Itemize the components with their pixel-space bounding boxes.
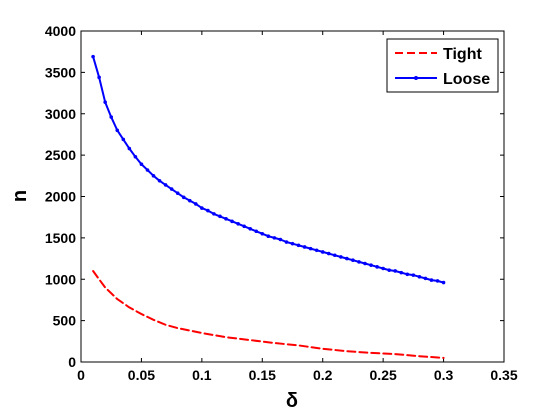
x-axis-title: δ: [286, 390, 298, 412]
y-axis-title: n: [9, 190, 31, 202]
x-tick-labels: 0 0.05 0.1 0.15 0.2 0.25 0.3 0.35: [77, 367, 518, 383]
data-point-loose: [351, 258, 355, 263]
data-point-loose: [363, 261, 367, 266]
data-point-loose: [308, 246, 313, 251]
data-point-loose: [278, 237, 283, 242]
data-point-loose: [133, 154, 138, 159]
data-point-loose: [115, 128, 120, 133]
axis-ticks: [80, 30, 505, 363]
data-point-loose: [206, 208, 210, 213]
y-tick-label: 3000: [45, 106, 76, 122]
data-point-loose: [224, 217, 228, 221]
y-tick-label: 1500: [45, 230, 76, 246]
data-point-loose: [181, 195, 186, 200]
data-point-loose: [381, 266, 385, 271]
data-point-loose: [272, 236, 277, 240]
y-tick-label: 500: [53, 313, 77, 329]
data-point-loose: [314, 248, 319, 253]
data-point-loose: [175, 191, 180, 195]
data-point-loose: [91, 54, 95, 59]
series-line-tight: [92, 270, 445, 359]
legend: Tight Loose: [386, 38, 499, 93]
data-point-loose: [194, 202, 198, 206]
data-point-loose: [429, 278, 434, 282]
data-point-loose: [163, 183, 168, 187]
data-point-loose: [284, 240, 289, 244]
data-point-loose: [423, 276, 428, 281]
data-point-loose: [97, 75, 101, 80]
data-point-loose: [435, 279, 440, 283]
data-point-loose: [369, 263, 373, 267]
x-tick-label: 0.35: [490, 367, 517, 383]
data-point-loose: [266, 234, 271, 239]
data-point-loose: [399, 270, 404, 275]
data-point-loose: [393, 269, 398, 273]
series-layer: [91, 54, 446, 359]
data-point-loose: [339, 255, 343, 259]
x-tick-label: 0.15: [249, 367, 276, 383]
y-tick-label: 0: [68, 354, 76, 370]
data-point-loose: [333, 253, 337, 258]
data-point-loose: [236, 222, 240, 226]
data-point-loose: [139, 162, 144, 167]
data-point-loose: [187, 198, 192, 203]
data-point-loose: [260, 231, 265, 236]
data-point-loose: [230, 219, 234, 224]
data-point-loose: [411, 273, 416, 277]
y-tick-label: 4000: [45, 23, 76, 39]
data-point-loose: [357, 260, 361, 264]
data-point-loose: [254, 229, 259, 234]
data-point-loose: [248, 226, 252, 231]
data-point-loose: [169, 187, 174, 191]
data-point-loose: [375, 265, 379, 269]
legend-marker-loose: [414, 76, 418, 80]
data-point-loose: [290, 241, 295, 246]
data-point-loose: [441, 280, 446, 285]
legend-label-tight: Tight: [443, 46, 482, 63]
y-tick-labels: 0 500 1000 1500 2000 2500 3000 3500 4000: [45, 23, 76, 370]
data-point-loose: [320, 250, 325, 254]
data-point-loose: [405, 272, 410, 277]
data-point-loose: [302, 245, 307, 249]
data-point-loose: [109, 115, 114, 119]
data-point-loose: [151, 174, 156, 178]
data-point-loose: [145, 168, 150, 172]
data-point-loose: [121, 137, 126, 142]
data-point-loose: [127, 146, 132, 151]
x-tick-label: 0: [77, 367, 85, 383]
x-tick-label: 0.2: [313, 367, 333, 383]
x-tick-label: 0.05: [128, 367, 155, 383]
data-point-loose: [212, 212, 216, 216]
x-tick-label: 0.3: [434, 367, 454, 383]
data-point-loose: [387, 268, 391, 272]
data-point-loose: [218, 214, 222, 219]
y-tick-label: 1000: [45, 271, 76, 287]
data-point-loose: [200, 206, 204, 210]
data-point-loose: [345, 256, 349, 261]
legend-box: [386, 38, 499, 93]
data-point-loose: [296, 243, 301, 248]
y-tick-label: 2000: [45, 189, 76, 205]
x-tick-label: 0.1: [192, 367, 212, 383]
y-tick-label: 3500: [45, 64, 76, 80]
data-point-loose: [103, 100, 107, 104]
data-point-loose: [417, 274, 422, 279]
legend-label-loose: Loose: [443, 71, 490, 88]
data-point-loose: [326, 251, 331, 256]
x-tick-label: 0.25: [370, 367, 397, 383]
y-tick-label: 2500: [45, 147, 76, 163]
data-point-loose: [242, 224, 246, 229]
data-point-loose: [157, 178, 162, 183]
